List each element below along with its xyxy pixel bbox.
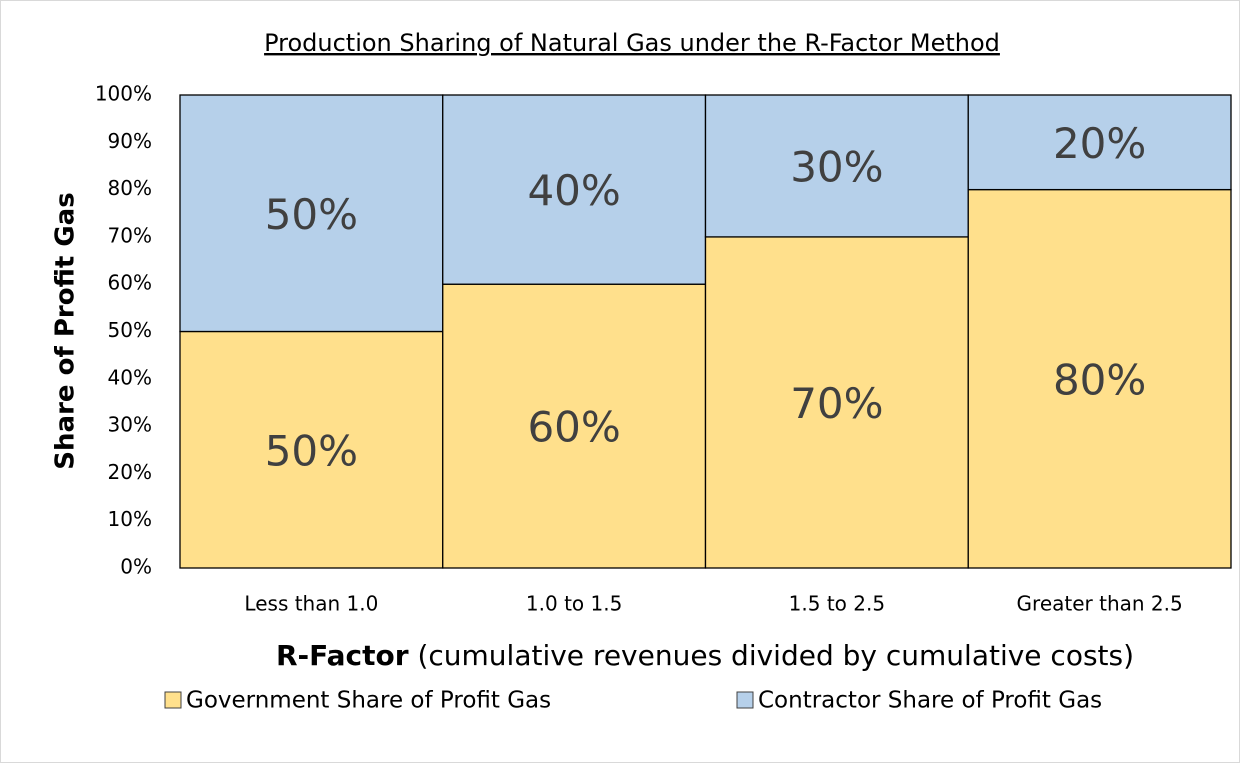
bar-segment [704, 236, 969, 569]
y-axis-label: Share of Profit Gas [51, 192, 81, 469]
y-tick-label: 50% [108, 318, 152, 342]
y-tick-label: 30% [108, 413, 152, 437]
x-axis-label-bold: R-Factor [276, 639, 409, 672]
x-axis-label: R-Factor (cumulative revenues divided by… [276, 639, 1134, 672]
y-tick-label: 40% [108, 365, 152, 389]
data-label: 50% [265, 426, 358, 475]
data-label: 30% [790, 142, 883, 191]
legend-swatch [164, 691, 182, 709]
y-tick-label: 0% [120, 555, 152, 579]
y-tick-label: 10% [108, 507, 152, 531]
bar-segment [967, 188, 1232, 569]
legend-swatch [736, 691, 754, 709]
chart-title: Production Sharing of Natural Gas under … [264, 29, 1000, 57]
legend-label: Government Share of Profit Gas [186, 688, 551, 714]
bar-segment [442, 94, 707, 285]
bar-segment [704, 94, 969, 238]
x-tick-label: 1.5 to 2.5 [789, 592, 885, 616]
legend-label: Contractor Share of Profit Gas [758, 688, 1102, 714]
data-label: 20% [1053, 119, 1146, 168]
y-tick-label: 90% [108, 129, 152, 153]
y-tick-label: 60% [108, 271, 152, 295]
data-label: 40% [527, 166, 620, 215]
x-axis-label-rest: (cumulative revenues divided by cumulati… [417, 639, 1134, 672]
y-tick-label: 70% [108, 223, 152, 247]
x-tick-label: Less than 1.0 [244, 592, 378, 616]
data-label: 80% [1053, 355, 1146, 404]
x-tick-label: Greater than 2.5 [1017, 592, 1183, 616]
data-label: 60% [527, 403, 620, 452]
bar-segment [179, 94, 444, 333]
y-tick-label: 20% [108, 460, 152, 484]
data-label: 70% [790, 379, 883, 428]
x-tick-label: 1.0 to 1.5 [526, 592, 622, 616]
bar-segment [442, 283, 707, 569]
data-label: 50% [265, 190, 358, 239]
bar-segment [179, 330, 444, 569]
y-tick-label: 80% [108, 176, 152, 200]
y-tick-label: 100% [95, 82, 152, 106]
bar-segment [967, 94, 1232, 191]
